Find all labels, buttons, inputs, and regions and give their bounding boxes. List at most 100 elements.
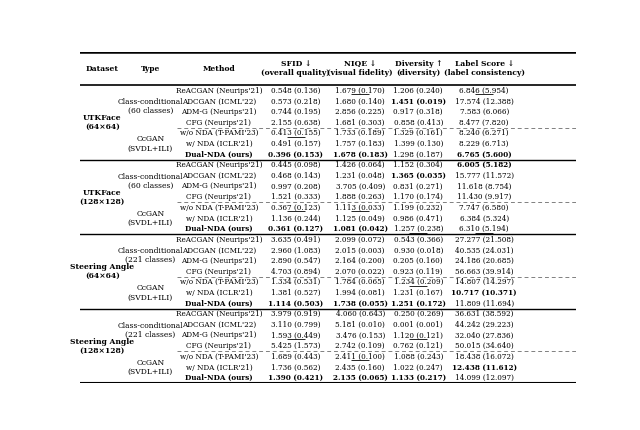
- Text: ADCGAN (ICML'22): ADCGAN (ICML'22): [182, 246, 256, 254]
- Text: 0.361 (0.127): 0.361 (0.127): [268, 225, 323, 233]
- Text: 1.125 (0.049): 1.125 (0.049): [335, 215, 385, 222]
- Text: 1.679 (0.170): 1.679 (0.170): [335, 87, 385, 95]
- Text: 1.736 (0.562): 1.736 (0.562): [271, 363, 321, 372]
- Text: 2.015 (0.003): 2.015 (0.003): [335, 246, 385, 254]
- Text: 2.164 (0.200): 2.164 (0.200): [335, 257, 385, 265]
- Text: w/o NDA (T-PAMI'23): w/o NDA (T-PAMI'23): [180, 353, 258, 361]
- Text: 0.250 (0.269): 0.250 (0.269): [394, 310, 443, 318]
- Text: 56.663 (39.914): 56.663 (39.914): [455, 267, 513, 276]
- Text: 1.113 (0.033): 1.113 (0.033): [335, 204, 385, 212]
- Text: Dataset: Dataset: [86, 65, 119, 73]
- Text: 2.135 (0.065): 2.135 (0.065): [333, 374, 388, 382]
- Text: 0.917 (0.318): 0.917 (0.318): [394, 108, 443, 116]
- Text: 0.205 (0.160): 0.205 (0.160): [394, 257, 443, 265]
- Text: 8.229 (6.713): 8.229 (6.713): [460, 140, 509, 148]
- Text: 0.986 (0.471): 0.986 (0.471): [394, 215, 443, 222]
- Text: w/o NDA (T-PAMI'23): w/o NDA (T-PAMI'23): [180, 278, 258, 286]
- Text: 2.890 (0.547): 2.890 (0.547): [271, 257, 321, 265]
- Text: CcGAN
(SVDL+ILI): CcGAN (SVDL+ILI): [128, 135, 173, 153]
- Text: 1.738 (0.055): 1.738 (0.055): [333, 300, 388, 307]
- Text: 1.381 (0.527): 1.381 (0.527): [271, 289, 321, 297]
- Text: 1.257 (0.238): 1.257 (0.238): [394, 225, 443, 233]
- Text: 4.703 (0.894): 4.703 (0.894): [271, 267, 321, 276]
- Text: Diversity ↑
(diversity): Diversity ↑ (diversity): [394, 60, 442, 77]
- Text: 3.476 (0.153): 3.476 (0.153): [335, 332, 385, 339]
- Text: 8.477 (7.820): 8.477 (7.820): [460, 119, 509, 126]
- Text: 1.170 (0.174): 1.170 (0.174): [394, 193, 444, 201]
- Text: Dual-NDA (ours): Dual-NDA (ours): [185, 225, 253, 233]
- Text: 1.365 (0.035): 1.365 (0.035): [391, 172, 446, 180]
- Text: 1.251 (0.172): 1.251 (0.172): [391, 300, 446, 307]
- Text: 2.155 (0.638): 2.155 (0.638): [271, 119, 321, 126]
- Text: Dual-NDA (ours): Dual-NDA (ours): [185, 150, 253, 159]
- Text: 5.425 (1.573): 5.425 (1.573): [271, 342, 321, 350]
- Text: 7.583 (6.066): 7.583 (6.066): [460, 108, 509, 116]
- Text: 3.979 (0.919): 3.979 (0.919): [271, 310, 321, 318]
- Text: 1.681 (0.303): 1.681 (0.303): [335, 119, 385, 126]
- Text: w/ NDA (ICLR'21): w/ NDA (ICLR'21): [186, 140, 252, 148]
- Text: 32.040 (27.836): 32.040 (27.836): [455, 332, 513, 339]
- Text: CcGAN
(SVDL+ILI): CcGAN (SVDL+ILI): [128, 359, 173, 376]
- Text: 11.430 (9.917): 11.430 (9.917): [457, 193, 511, 201]
- Text: ADM-G (Neurips'21): ADM-G (Neurips'21): [181, 332, 257, 339]
- Text: ADCGAN (ICML'22): ADCGAN (ICML'22): [182, 321, 256, 329]
- Text: Dual-NDA (ours): Dual-NDA (ours): [185, 300, 253, 307]
- Text: 1.426 (0.064): 1.426 (0.064): [335, 161, 385, 169]
- Text: SFID ↓
(overall quality): SFID ↓ (overall quality): [261, 60, 330, 77]
- Text: 1.114 (0.503): 1.114 (0.503): [268, 300, 323, 307]
- Text: 36.631 (38.592): 36.631 (38.592): [455, 310, 513, 318]
- Text: 0.762 (0.121): 0.762 (0.121): [394, 342, 443, 350]
- Text: 2.856 (0.225): 2.856 (0.225): [335, 108, 385, 116]
- Text: Dual-NDA (ours): Dual-NDA (ours): [185, 374, 253, 382]
- Text: CcGAN
(SVDL+ILI): CcGAN (SVDL+ILI): [128, 210, 173, 227]
- Text: ADM-G (Neurips'21): ADM-G (Neurips'21): [181, 108, 257, 116]
- Text: ADCGAN (ICML'22): ADCGAN (ICML'22): [182, 172, 256, 180]
- Text: 24.186 (20.685): 24.186 (20.685): [455, 257, 514, 265]
- Text: Type: Type: [141, 65, 160, 73]
- Text: 1.451 (0.019): 1.451 (0.019): [390, 97, 446, 105]
- Text: 1.757 (0.183): 1.757 (0.183): [335, 140, 385, 148]
- Text: 0.413 (0.155): 0.413 (0.155): [271, 129, 321, 137]
- Text: Class-conditional
(60 classes): Class-conditional (60 classes): [118, 172, 183, 190]
- Text: ADM-G (Neurips'21): ADM-G (Neurips'21): [181, 257, 257, 265]
- Text: 50.015 (34.640): 50.015 (34.640): [455, 342, 514, 350]
- Text: 1.231 (0.167): 1.231 (0.167): [394, 289, 443, 297]
- Text: 6.310 (5.194): 6.310 (5.194): [460, 225, 509, 233]
- Text: ReACGAN (Neurips'21): ReACGAN (Neurips'21): [175, 161, 262, 169]
- Text: 1.022 (0.247): 1.022 (0.247): [394, 363, 443, 372]
- Text: 0.858 (0.413): 0.858 (0.413): [394, 119, 443, 126]
- Text: 0.923 (0.119): 0.923 (0.119): [394, 267, 443, 276]
- Text: w/ NDA (ICLR'21): w/ NDA (ICLR'21): [186, 289, 252, 297]
- Text: Class-conditional
(221 classes): Class-conditional (221 classes): [118, 247, 183, 264]
- Text: ReACGAN (Neurips'21): ReACGAN (Neurips'21): [175, 236, 262, 244]
- Text: 1.680 (0.140): 1.680 (0.140): [335, 97, 385, 105]
- Text: Label Score ↓
(label consistency): Label Score ↓ (label consistency): [444, 60, 525, 77]
- Text: 1.994 (0.081): 1.994 (0.081): [335, 289, 385, 297]
- Text: 1.390 (0.421): 1.390 (0.421): [268, 374, 323, 382]
- Text: ADM-G (Neurips'21): ADM-G (Neurips'21): [181, 182, 257, 190]
- Text: 8.240 (6.271): 8.240 (6.271): [460, 129, 509, 137]
- Text: 6.384 (5.324): 6.384 (5.324): [460, 215, 509, 222]
- Text: 2.742 (0.109): 2.742 (0.109): [335, 342, 385, 350]
- Text: ReACGAN (Neurips'21): ReACGAN (Neurips'21): [175, 310, 262, 318]
- Text: 1.088 (0.243): 1.088 (0.243): [394, 353, 443, 361]
- Text: 0.543 (0.366): 0.543 (0.366): [394, 236, 443, 244]
- Text: 2.070 (0.022): 2.070 (0.022): [335, 267, 385, 276]
- Text: 4.060 (0.643): 4.060 (0.643): [335, 310, 385, 318]
- Text: NIQE ↓
(visual fidelity): NIQE ↓ (visual fidelity): [328, 60, 393, 77]
- Text: 6.005 (5.182): 6.005 (5.182): [457, 161, 511, 169]
- Text: 3.705 (0.409): 3.705 (0.409): [335, 182, 385, 190]
- Text: 1.152 (0.304): 1.152 (0.304): [394, 161, 443, 169]
- Text: 1.199 (0.232): 1.199 (0.232): [394, 204, 443, 212]
- Text: 1.329 (0.161): 1.329 (0.161): [394, 129, 443, 137]
- Text: Steering Angle
(128×128): Steering Angle (128×128): [70, 338, 134, 355]
- Text: 0.831 (0.271): 0.831 (0.271): [394, 182, 443, 190]
- Text: 7.747 (6.580): 7.747 (6.580): [460, 204, 509, 212]
- Text: 3.635 (0.491): 3.635 (0.491): [271, 236, 321, 244]
- Text: 0.997 (0.208): 0.997 (0.208): [271, 182, 321, 190]
- Text: CFG (Neurips'21): CFG (Neurips'21): [186, 119, 252, 126]
- Text: CFG (Neurips'21): CFG (Neurips'21): [186, 193, 252, 201]
- Text: 0.930 (0.018): 0.930 (0.018): [394, 246, 443, 254]
- Text: 2.435 (0.160): 2.435 (0.160): [335, 363, 385, 372]
- Text: 0.367 (0.123): 0.367 (0.123): [271, 204, 321, 212]
